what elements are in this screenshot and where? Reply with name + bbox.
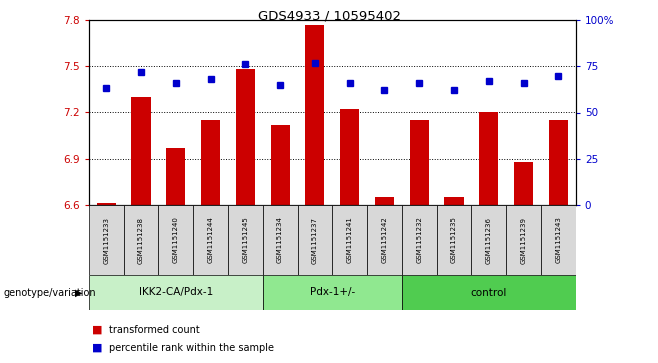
Text: transformed count: transformed count	[109, 325, 199, 335]
Text: Pdx-1+/-: Pdx-1+/-	[310, 287, 355, 298]
Bar	[375, 197, 394, 205]
Bar	[297, 205, 332, 275]
Bar	[97, 203, 116, 205]
Bar	[514, 162, 533, 205]
Bar	[305, 25, 324, 205]
Bar	[541, 205, 576, 275]
Text: ■: ■	[92, 325, 103, 335]
Bar	[471, 205, 506, 275]
Text: GSM1151243: GSM1151243	[555, 217, 561, 264]
Text: GSM1151238: GSM1151238	[138, 216, 144, 264]
Text: GSM1151244: GSM1151244	[207, 217, 214, 264]
Text: IKK2-CA/Pdx-1: IKK2-CA/Pdx-1	[139, 287, 213, 298]
Bar	[410, 120, 429, 205]
Bar	[444, 197, 464, 205]
Bar	[437, 205, 471, 275]
Bar	[89, 205, 124, 275]
Bar	[340, 109, 359, 205]
Bar	[263, 275, 402, 310]
Bar	[549, 120, 568, 205]
Bar	[132, 97, 151, 205]
Text: GSM1151235: GSM1151235	[451, 217, 457, 264]
Bar	[332, 205, 367, 275]
Text: control: control	[470, 287, 507, 298]
Text: GSM1151233: GSM1151233	[103, 216, 109, 264]
Bar	[402, 275, 576, 310]
Text: GSM1151242: GSM1151242	[382, 217, 388, 264]
Bar	[201, 120, 220, 205]
Bar	[506, 205, 541, 275]
Bar	[89, 275, 263, 310]
Text: GSM1151245: GSM1151245	[242, 217, 248, 264]
Bar	[479, 113, 498, 205]
Text: GSM1151237: GSM1151237	[312, 216, 318, 264]
Bar	[263, 205, 297, 275]
Bar	[159, 205, 193, 275]
Text: GDS4933 / 10595402: GDS4933 / 10595402	[257, 9, 401, 22]
Text: ■: ■	[92, 343, 103, 353]
Bar	[270, 125, 290, 205]
Bar	[236, 69, 255, 205]
Text: GSM1151236: GSM1151236	[486, 216, 492, 264]
Bar	[367, 205, 402, 275]
Text: GSM1151232: GSM1151232	[417, 217, 422, 264]
Bar	[124, 205, 159, 275]
Bar	[228, 205, 263, 275]
Bar	[193, 205, 228, 275]
Text: GSM1151241: GSM1151241	[347, 217, 353, 264]
Text: GSM1151239: GSM1151239	[520, 216, 526, 264]
Bar	[166, 148, 186, 205]
Text: genotype/variation: genotype/variation	[3, 287, 96, 298]
Text: GSM1151240: GSM1151240	[173, 217, 179, 264]
Text: ▶: ▶	[75, 287, 82, 298]
Text: percentile rank within the sample: percentile rank within the sample	[109, 343, 274, 353]
Bar	[402, 205, 437, 275]
Text: GSM1151234: GSM1151234	[277, 217, 283, 264]
